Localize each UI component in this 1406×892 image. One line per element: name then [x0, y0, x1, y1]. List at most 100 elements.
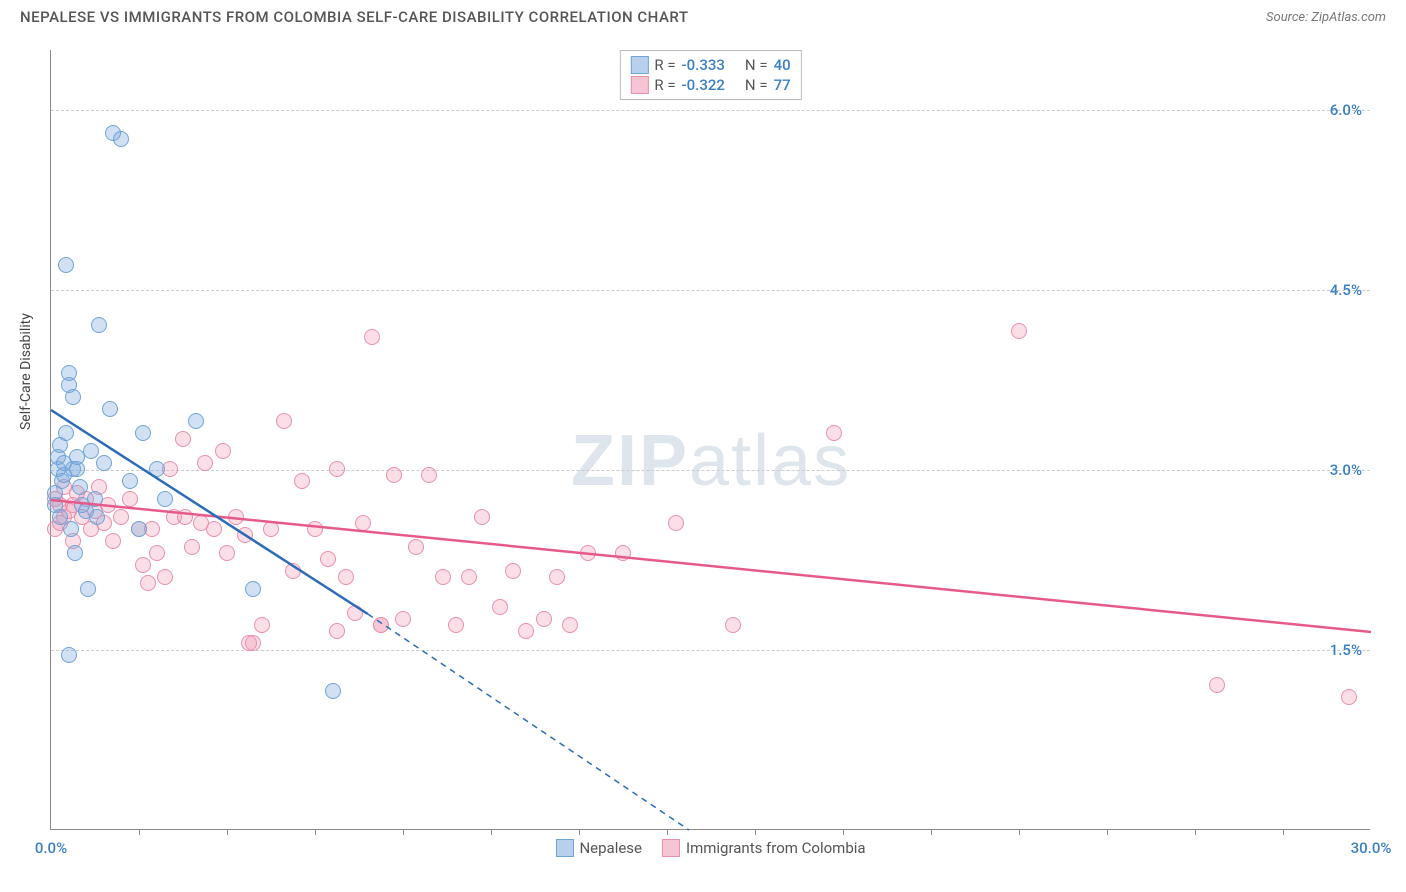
x-tick	[755, 829, 756, 835]
scatter-point-a	[89, 509, 105, 525]
scatter-point-b	[135, 557, 151, 573]
scatter-point-a	[61, 647, 77, 663]
scatter-point-b	[285, 563, 301, 579]
scatter-point-b	[492, 599, 508, 615]
scatter-point-a	[102, 401, 118, 417]
scatter-point-b	[215, 443, 231, 459]
scatter-point-b	[580, 545, 596, 561]
scatter-point-a	[80, 581, 96, 597]
scatter-point-b	[461, 569, 477, 585]
scatter-point-b	[421, 467, 437, 483]
regression-line	[51, 50, 1371, 830]
legend-stats-row: R = -0.322 N = 77	[630, 75, 790, 95]
scatter-point-b	[329, 623, 345, 639]
x-tick	[227, 829, 228, 835]
legend-stats: R = -0.333 N = 40 R = -0.322 N = 77	[619, 50, 801, 100]
scatter-point-b	[184, 539, 200, 555]
swatch-series-a	[630, 56, 648, 74]
scatter-point-a	[63, 521, 79, 537]
scatter-point-a	[149, 461, 165, 477]
scatter-point-b	[206, 521, 222, 537]
x-tick	[139, 829, 140, 835]
scatter-point-b	[408, 539, 424, 555]
scatter-point-a	[61, 365, 77, 381]
x-tick-label: 30.0%	[1351, 839, 1392, 857]
scatter-point-b	[254, 617, 270, 633]
scatter-point-b	[549, 569, 565, 585]
gridline	[51, 290, 1370, 291]
scatter-point-b	[562, 617, 578, 633]
scatter-point-b	[364, 329, 380, 345]
scatter-point-a	[96, 455, 112, 471]
scatter-point-a	[113, 131, 129, 147]
swatch-series-a	[555, 839, 573, 857]
x-tick	[1283, 829, 1284, 835]
scatter-point-a	[122, 473, 138, 489]
legend-series: Nepalese Immigrants from Colombia	[555, 839, 865, 857]
y-tick-label: 1.5%	[1330, 641, 1362, 659]
scatter-point-b	[518, 623, 534, 639]
scatter-point-b	[241, 635, 257, 651]
gridline	[51, 110, 1370, 111]
scatter-point-b	[219, 545, 235, 561]
scatter-point-a	[188, 413, 204, 429]
scatter-point-b	[668, 515, 684, 531]
legend-item-b: Immigrants from Colombia	[662, 839, 866, 857]
scatter-point-b	[1209, 677, 1225, 693]
scatter-point-a	[325, 683, 341, 699]
swatch-series-b	[662, 839, 680, 857]
scatter-point-b	[347, 605, 363, 621]
scatter-point-b	[373, 617, 389, 633]
scatter-point-b	[448, 617, 464, 633]
y-tick-label: 4.5%	[1330, 281, 1362, 299]
scatter-point-b	[1011, 323, 1027, 339]
scatter-point-b	[386, 467, 402, 483]
scatter-point-b	[122, 491, 138, 507]
scatter-point-a	[58, 425, 74, 441]
x-tick	[1195, 829, 1196, 835]
chart-plot-area: ZIPatlas R = -0.333 N = 40 R = -0.322 N …	[50, 50, 1370, 830]
x-tick	[403, 829, 404, 835]
scatter-point-b	[157, 569, 173, 585]
x-tick	[491, 829, 492, 835]
scatter-point-b	[435, 569, 451, 585]
scatter-point-a	[83, 443, 99, 459]
y-axis-label: Self-Care Disability	[18, 313, 34, 430]
scatter-point-b	[294, 473, 310, 489]
scatter-point-a	[65, 389, 81, 405]
scatter-point-b	[395, 611, 411, 627]
legend-item-a: Nepalese	[555, 839, 642, 857]
y-tick-label: 6.0%	[1330, 101, 1362, 119]
scatter-point-b	[826, 425, 842, 441]
scatter-point-b	[177, 509, 193, 525]
scatter-point-a	[131, 521, 147, 537]
scatter-point-b	[338, 569, 354, 585]
scatter-point-b	[140, 575, 156, 591]
scatter-point-b	[536, 611, 552, 627]
source-label: Source: ZipAtlas.com	[1266, 10, 1386, 25]
x-tick	[579, 829, 580, 835]
scatter-point-a	[87, 491, 103, 507]
scatter-point-a	[91, 317, 107, 333]
scatter-point-b	[320, 551, 336, 567]
x-tick	[1019, 829, 1020, 835]
scatter-point-b	[725, 617, 741, 633]
scatter-point-b	[197, 455, 213, 471]
scatter-point-a	[58, 257, 74, 273]
scatter-point-b	[149, 545, 165, 561]
scatter-point-b	[263, 521, 279, 537]
scatter-point-b	[175, 431, 191, 447]
x-tick	[315, 829, 316, 835]
scatter-point-b	[276, 413, 292, 429]
scatter-point-a	[135, 425, 151, 441]
x-tick	[667, 829, 668, 835]
scatter-point-b	[307, 521, 323, 537]
scatter-point-b	[355, 515, 371, 531]
scatter-point-b	[113, 509, 129, 525]
watermark: ZIPatlas	[571, 420, 851, 502]
y-tick-label: 3.0%	[1330, 461, 1362, 479]
scatter-point-b	[474, 509, 490, 525]
swatch-series-b	[630, 76, 648, 94]
chart-title: NEPALESE VS IMMIGRANTS FROM COLOMBIA SEL…	[20, 8, 688, 26]
scatter-point-b	[228, 509, 244, 525]
